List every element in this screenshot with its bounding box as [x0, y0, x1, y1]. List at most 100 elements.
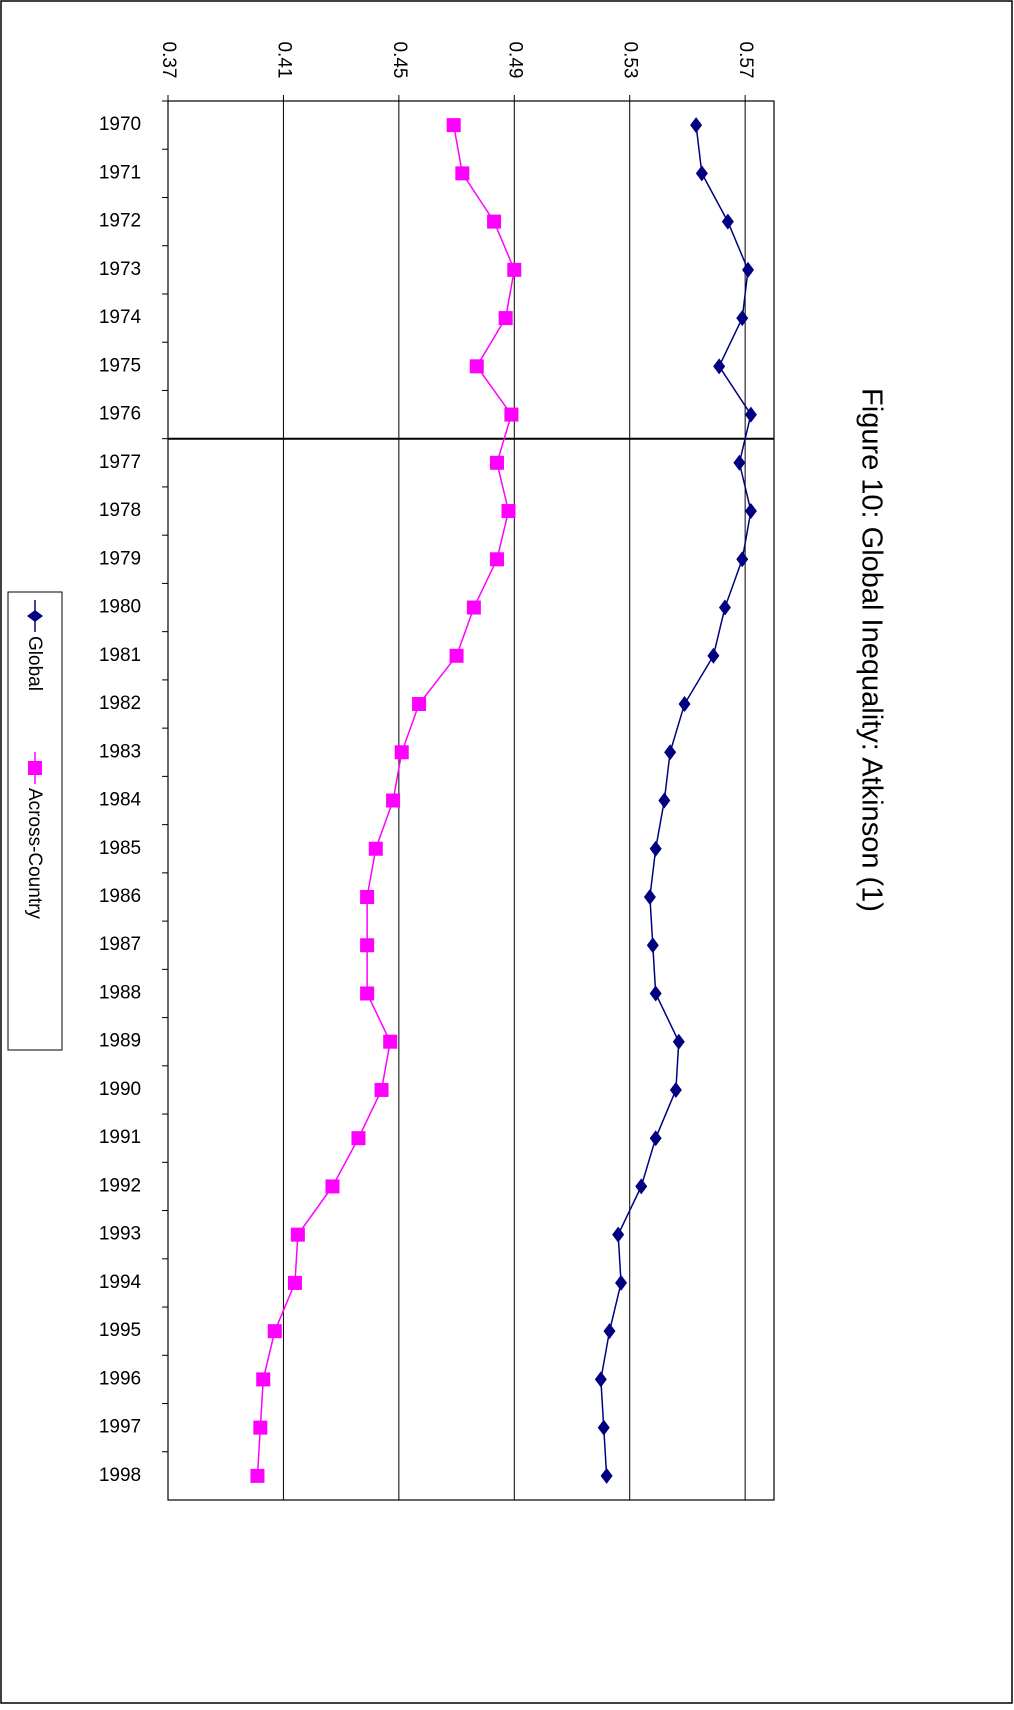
category-label: 1996 — [99, 1368, 141, 1389]
data-point — [487, 214, 502, 229]
value-tick-label: 0.45 — [389, 42, 410, 79]
data-point — [469, 359, 484, 374]
data-point — [501, 504, 516, 519]
data-point — [351, 1131, 366, 1146]
data-point — [744, 503, 757, 520]
data-point — [386, 793, 401, 808]
data-point — [669, 1081, 682, 1098]
data-point — [507, 262, 522, 277]
data-point — [360, 938, 375, 953]
legend-label: Global — [24, 636, 45, 691]
data-point — [658, 792, 671, 809]
category-label: 1992 — [99, 1175, 141, 1196]
category-label: 1976 — [99, 404, 141, 425]
data-point — [615, 1274, 628, 1291]
category-label: 1988 — [99, 982, 141, 1003]
category-label: 1978 — [99, 500, 141, 521]
category-label: 1998 — [99, 1465, 141, 1486]
category-label: 1980 — [99, 597, 141, 618]
data-point — [736, 551, 749, 568]
data-point — [713, 358, 726, 375]
data-point — [374, 1082, 389, 1097]
category-label: 1997 — [99, 1417, 141, 1438]
plot-area — [167, 100, 775, 1501]
legend-box — [7, 591, 63, 1051]
data-point — [256, 1372, 271, 1387]
category-label: 1983 — [99, 741, 141, 762]
category-label: 1994 — [99, 1272, 142, 1293]
category-label: 1989 — [99, 1031, 141, 1052]
value-tick-label: 0.57 — [735, 42, 756, 79]
legend-marker — [28, 761, 42, 775]
data-point — [489, 455, 504, 470]
category-label: 1977 — [99, 452, 141, 473]
category-label: 1974 — [99, 307, 142, 328]
data-point — [594, 1371, 607, 1388]
category-label: 1984 — [99, 790, 142, 811]
data-point — [368, 841, 383, 856]
data-point — [664, 744, 677, 761]
data-point — [649, 1130, 662, 1147]
data-point — [733, 454, 746, 471]
data-point — [250, 1468, 265, 1483]
category-label: 1986 — [99, 886, 141, 907]
data-point — [412, 697, 427, 712]
data-point — [267, 1324, 282, 1339]
value-tick-label: 0.49 — [504, 42, 525, 79]
data-point — [672, 1033, 685, 1050]
data-point — [603, 1323, 616, 1340]
data-point — [721, 213, 734, 230]
data-point — [718, 599, 731, 616]
category-label: 1981 — [99, 645, 141, 666]
category-label: 1973 — [99, 259, 141, 280]
category-label: 1970 — [99, 114, 141, 135]
data-point — [707, 647, 720, 664]
category-label: 1975 — [99, 355, 141, 376]
data-point — [649, 840, 662, 857]
category-label: 1979 — [99, 548, 141, 569]
data-point — [489, 552, 504, 567]
data-point — [597, 1419, 610, 1436]
data-point — [253, 1420, 268, 1435]
data-point — [360, 889, 375, 904]
data-point — [742, 261, 755, 278]
data-point — [504, 407, 519, 422]
category-label: 1971 — [99, 162, 141, 183]
category-label: 1972 — [99, 211, 141, 232]
data-point — [635, 1178, 648, 1195]
category-label: 1991 — [99, 1127, 141, 1148]
data-point — [325, 1179, 340, 1194]
data-point — [744, 406, 757, 423]
data-point — [466, 600, 481, 615]
legend: Global Across-Country — [7, 591, 63, 1051]
data-point — [695, 165, 708, 182]
data-point — [455, 166, 470, 181]
category-label: 1982 — [99, 693, 141, 714]
value-tick-label: 0.53 — [620, 42, 641, 79]
data-point — [290, 1227, 305, 1242]
chart-title: Figure 10: Global Inequality: Atkinson (… — [855, 388, 887, 912]
data-point — [678, 696, 691, 713]
category-label: 1995 — [99, 1320, 141, 1341]
value-tick-label: 0.37 — [158, 42, 179, 79]
data-point — [736, 310, 749, 327]
data-point — [643, 888, 656, 905]
category-label: 1987 — [99, 934, 141, 955]
data-point — [446, 118, 461, 133]
data-point — [383, 1034, 398, 1049]
data-point — [360, 986, 375, 1001]
data-point — [612, 1226, 625, 1243]
legend-marker — [27, 610, 43, 622]
category-label: 1985 — [99, 838, 141, 859]
data-point — [690, 117, 703, 134]
category-label: 1990 — [99, 1079, 141, 1100]
data-point — [646, 937, 659, 954]
category-label: 1993 — [99, 1224, 141, 1245]
data-point — [649, 985, 662, 1002]
data-point — [287, 1275, 302, 1290]
legend-label: Across-Country — [24, 788, 45, 919]
data-point — [449, 648, 464, 663]
value-tick-label: 0.41 — [273, 42, 294, 79]
